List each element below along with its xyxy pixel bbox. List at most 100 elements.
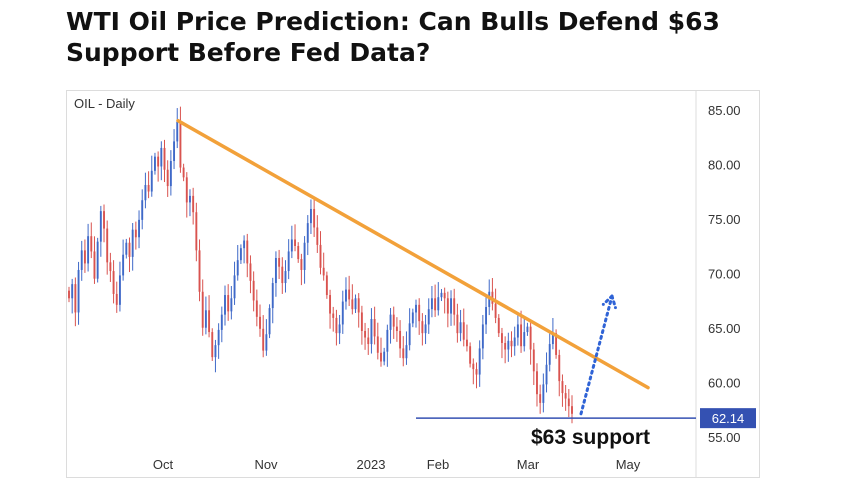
y-tick-label: 70.00	[708, 266, 741, 281]
candle-body	[360, 312, 363, 331]
candle-body	[103, 211, 105, 229]
candle-body	[561, 381, 564, 394]
candle-body	[475, 369, 478, 375]
candle-body	[459, 322, 462, 334]
projection-arrow	[579, 294, 614, 416]
candle-body	[259, 316, 261, 329]
candle-body	[529, 326, 532, 350]
candle-body	[424, 324, 427, 334]
candle-body	[354, 298, 357, 310]
candle-body	[548, 344, 551, 365]
candle-body	[478, 348, 481, 375]
x-tick-label: Nov	[254, 457, 278, 472]
candle-body	[325, 275, 328, 296]
candle-body	[125, 242, 128, 255]
candle-body	[462, 322, 465, 340]
candle-body	[131, 229, 134, 257]
candle-body	[558, 354, 561, 382]
candle-body	[243, 240, 246, 249]
candle-body	[255, 300, 258, 317]
candle-body	[233, 275, 236, 299]
price-chart[interactable]: OIL - Daily 85.00 80.00 75.00 70.00 65.00 60.…	[66, 90, 760, 478]
candle-body	[128, 242, 131, 257]
candle-body	[204, 310, 207, 328]
candle-body	[173, 141, 176, 162]
candle-body	[526, 326, 529, 333]
candle-body	[380, 352, 382, 362]
candle-body	[138, 219, 140, 238]
candle-body	[507, 340, 510, 350]
candle-body	[90, 236, 93, 252]
candle-body	[96, 241, 99, 279]
candle-body	[160, 147, 163, 167]
x-axis: Oct Nov 2023 Feb Mar May	[153, 457, 641, 472]
candle-body	[348, 289, 351, 300]
candle-body	[370, 319, 373, 345]
candle-body	[134, 229, 137, 238]
candle-body	[335, 317, 338, 334]
candle-body	[278, 257, 281, 267]
candle-body	[434, 298, 437, 311]
candle-body	[252, 280, 255, 301]
candle-body	[437, 297, 440, 311]
candle-body	[481, 324, 484, 349]
candle-body	[163, 147, 166, 170]
candle-body	[494, 303, 497, 318]
candle-body	[341, 301, 344, 325]
candle-body	[68, 290, 70, 299]
candle-body	[106, 228, 109, 263]
candle-body	[115, 293, 118, 305]
candle-body	[249, 263, 252, 281]
last-price-label: 62.14	[712, 411, 745, 426]
candle-body	[179, 121, 182, 168]
candle-body	[332, 313, 335, 318]
candle-body	[418, 304, 421, 322]
support-annotation: $63 support	[531, 426, 650, 449]
candle-body	[157, 156, 160, 167]
candle-body	[93, 251, 96, 279]
candle-body	[516, 324, 519, 338]
candle-body	[144, 184, 147, 201]
x-tick-label: Oct	[153, 457, 174, 472]
candle-body	[214, 345, 217, 358]
x-tick-label: May	[616, 457, 641, 472]
candle-body	[313, 208, 316, 228]
candle-body	[545, 364, 548, 385]
resistance-trendline	[176, 118, 650, 390]
last-price-tag	[700, 408, 756, 429]
x-tick-label: 2023	[357, 457, 386, 472]
candle-body	[141, 200, 144, 220]
y-axis: 85.00 80.00 75.00 70.00 65.00 60.00 55.00	[708, 103, 741, 445]
candle-body	[542, 384, 545, 403]
symbol-label: OIL - Daily	[74, 96, 135, 111]
candle-body	[74, 284, 77, 313]
y-tick-label: 60.00	[708, 375, 741, 390]
candle-body	[329, 295, 332, 314]
candle-body	[551, 333, 554, 345]
price-chart-svg: OIL - Daily 85.00 80.00 75.00 70.00 65.00 60.…	[66, 90, 760, 478]
candle-body	[539, 394, 542, 403]
candle-body	[395, 326, 398, 331]
candle-body	[297, 246, 300, 260]
candle-body	[265, 334, 268, 351]
candle-body	[224, 295, 226, 315]
annotation-layer: 62.14 $63 support	[176, 118, 756, 449]
candle-body	[83, 250, 86, 264]
candle-body	[430, 298, 433, 310]
candle-body	[367, 337, 370, 345]
candle-body	[523, 332, 526, 347]
candle-body	[392, 314, 395, 327]
candle-body	[415, 304, 417, 313]
candle-body	[230, 298, 233, 312]
candle-body	[373, 319, 376, 337]
candle-body	[176, 121, 179, 142]
candle-body	[532, 349, 535, 372]
candle-body	[118, 275, 121, 305]
y-tick-label: 75.00	[708, 212, 741, 227]
candle-body	[555, 333, 558, 355]
candle-body	[99, 211, 102, 242]
candle-body	[322, 267, 325, 276]
projection-arrow-head	[601, 294, 614, 306]
candle-body	[112, 271, 115, 294]
candle-body	[357, 298, 360, 313]
